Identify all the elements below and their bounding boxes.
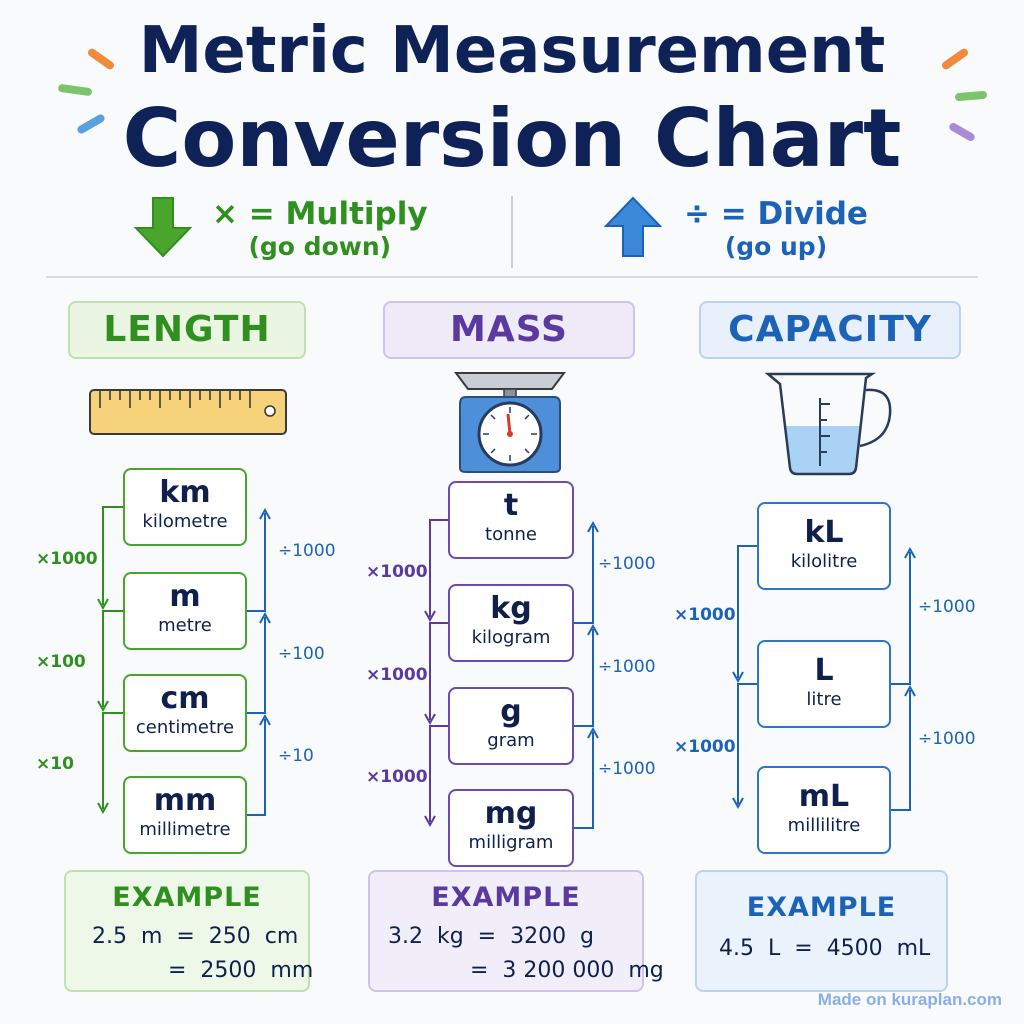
multiply-factor: ×10 bbox=[36, 754, 74, 774]
divide-arrow bbox=[574, 520, 599, 624]
unit-name: tonne bbox=[485, 524, 537, 545]
multiply-arrow bbox=[424, 519, 448, 623]
unit-symbol: mm bbox=[153, 783, 217, 818]
unit-box-mass-kg: kg kilogram bbox=[448, 584, 574, 662]
up-arrow-icon bbox=[603, 196, 663, 257]
example-line: 4.5 L = 4500 mL bbox=[719, 936, 931, 961]
unit-symbol: mL bbox=[798, 779, 850, 814]
multiply-arrow bbox=[424, 622, 448, 726]
divide-arrow bbox=[247, 611, 271, 714]
unit-name: metre bbox=[158, 615, 212, 636]
unit-symbol: t bbox=[503, 488, 519, 523]
divide-factor: ÷10 bbox=[278, 746, 314, 766]
unit-box-capacity-mL: mL millilitre bbox=[757, 766, 891, 854]
footer-credit: Made on kuraplan.com bbox=[817, 990, 1002, 1009]
divide-factor: ÷1000 bbox=[598, 553, 656, 574]
legend-divider bbox=[511, 196, 513, 268]
multiply-factor: ×1000 bbox=[36, 549, 98, 569]
down-arrow-icon bbox=[133, 197, 193, 258]
unit-symbol: kg bbox=[490, 591, 532, 626]
header-divider bbox=[46, 276, 978, 278]
multiply-arrow bbox=[732, 545, 757, 684]
unit-box-mass-mg: mg milligram bbox=[448, 789, 574, 867]
category-label-length: LENGTH bbox=[68, 301, 306, 359]
divide-factor: ÷1000 bbox=[598, 656, 656, 677]
unit-symbol: kL bbox=[804, 515, 844, 550]
divide-factor: ÷1000 bbox=[918, 597, 976, 617]
multiply-arrow bbox=[97, 610, 123, 713]
example-box-mass: EXAMPLE 3.2 kg = 3200 g = 3 200 000 mg bbox=[368, 870, 664, 992]
example-line: = 3 200 000 mg bbox=[470, 958, 664, 983]
multiply-arrow bbox=[424, 725, 448, 828]
unit-box-capacity-kL: kL kilolitre bbox=[757, 502, 891, 590]
category-label-capacity: CAPACITY bbox=[699, 301, 961, 359]
unit-box-mass-g: g gram bbox=[448, 687, 574, 765]
unit-name: millilitre bbox=[787, 815, 861, 836]
example-line: 2.5 m = 250 cm bbox=[92, 924, 299, 949]
page-title-line2: Conversion Chart bbox=[122, 92, 902, 185]
unit-name: litre bbox=[806, 689, 842, 710]
divide-arrow bbox=[247, 507, 271, 612]
divide-factor: ÷1000 bbox=[278, 541, 336, 561]
unit-symbol: mg bbox=[484, 796, 538, 831]
legend-divide-text: ÷ = Divide bbox=[684, 196, 868, 232]
multiply-arrow bbox=[97, 506, 123, 611]
legend-multiply-text: × = Multiply bbox=[212, 196, 428, 232]
divide-arrow bbox=[891, 546, 916, 685]
divide-arrow bbox=[574, 726, 599, 829]
example-title: EXAMPLE bbox=[431, 882, 581, 913]
example-box-length: EXAMPLE 2.5 m = 250 cm = 2500 mm bbox=[64, 870, 314, 992]
multiply-factor: ×1000 bbox=[674, 737, 736, 757]
page-title-line1: Metric Measurement bbox=[138, 14, 886, 88]
example-box-capacity: EXAMPLE 4.5 L = 4500 mL bbox=[695, 870, 948, 992]
unit-symbol: km bbox=[159, 475, 211, 510]
divide-arrow bbox=[574, 623, 599, 727]
multiply-factor: ×1000 bbox=[366, 561, 428, 582]
example-line: = 2500 mm bbox=[168, 958, 314, 983]
example-line: 3.2 kg = 3200 g bbox=[388, 924, 595, 949]
scale-icon bbox=[454, 372, 566, 473]
multiply-arrow bbox=[97, 712, 123, 815]
ruler-icon bbox=[89, 389, 287, 435]
unit-box-length-m: m metre bbox=[123, 572, 247, 650]
unit-symbol: g bbox=[500, 694, 522, 729]
unit-box-length-km: km kilometre bbox=[123, 468, 247, 546]
unit-name: millimetre bbox=[139, 819, 231, 840]
unit-symbol: L bbox=[814, 653, 834, 688]
multiply-factor: ×100 bbox=[36, 652, 86, 672]
multiply-factor: ×1000 bbox=[366, 664, 428, 685]
legend-divide-subtext: (go up) bbox=[724, 232, 828, 261]
example-title: EXAMPLE bbox=[112, 882, 262, 913]
unit-name: kilolitre bbox=[790, 551, 858, 572]
divide-factor: ÷1000 bbox=[598, 759, 656, 779]
divide-arrow bbox=[891, 684, 916, 811]
unit-symbol: m bbox=[169, 579, 201, 614]
category-label-mass: MASS bbox=[383, 301, 635, 359]
multiply-factor: ×1000 bbox=[674, 605, 736, 625]
divide-arrow bbox=[247, 713, 271, 816]
unit-box-length-cm: cm centimetre bbox=[123, 674, 247, 752]
legend-multiply: × = Multiply (go down) bbox=[212, 196, 428, 261]
unit-name: kilometre bbox=[142, 511, 228, 532]
example-title: EXAMPLE bbox=[746, 892, 897, 923]
legend-multiply-subtext: (go down) bbox=[248, 232, 392, 261]
unit-name: gram bbox=[487, 730, 535, 751]
measuring-jug-icon bbox=[764, 372, 892, 476]
legend-divide: ÷ = Divide (go up) bbox=[684, 196, 868, 261]
unit-box-mass-t: t tonne bbox=[448, 481, 574, 559]
multiply-arrow bbox=[732, 683, 757, 810]
unit-name: milligram bbox=[468, 832, 554, 853]
unit-symbol: cm bbox=[160, 681, 210, 716]
unit-name: kilogram bbox=[471, 627, 551, 648]
unit-name: centimetre bbox=[135, 717, 235, 738]
unit-box-length-mm: mm millimetre bbox=[123, 776, 247, 854]
multiply-factor: ×1000 bbox=[366, 767, 428, 787]
divide-factor: ÷100 bbox=[278, 644, 325, 664]
divide-factor: ÷1000 bbox=[918, 729, 976, 749]
